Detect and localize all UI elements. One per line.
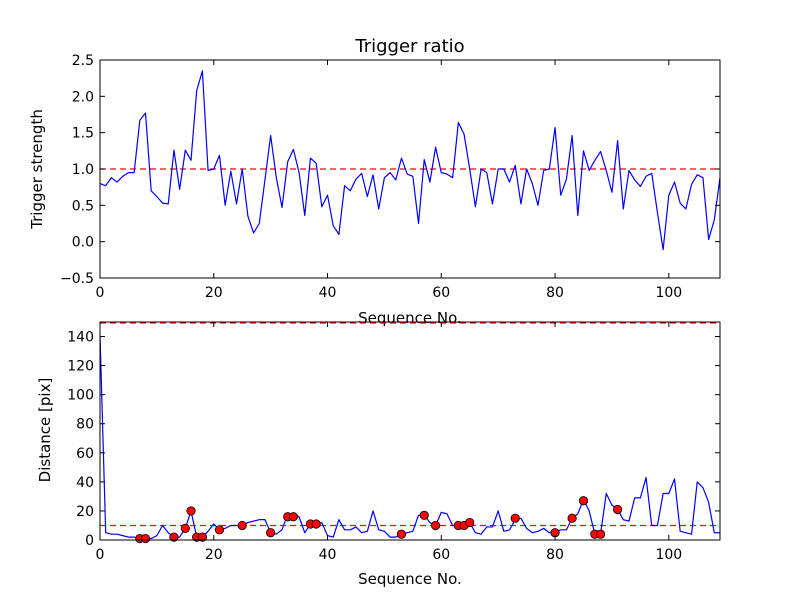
x-tick-label: 60 bbox=[432, 547, 450, 563]
y-tick-label: −0.5 bbox=[60, 271, 94, 287]
y-tick-label: 1.0 bbox=[72, 162, 94, 178]
x-tick-label: 40 bbox=[319, 547, 337, 563]
marker-point bbox=[214, 525, 225, 535]
y-tick-label: 80 bbox=[76, 417, 94, 433]
plot-frame bbox=[99, 321, 721, 541]
x-tick-label: 40 bbox=[319, 285, 337, 301]
y-tick-label: 20 bbox=[76, 504, 94, 520]
marker-point bbox=[567, 513, 577, 523]
y-tick-label: 2.0 bbox=[72, 89, 94, 105]
y-tick-label: 120 bbox=[67, 359, 94, 375]
marker-point bbox=[197, 532, 207, 542]
marker-point bbox=[237, 520, 247, 531]
x-tick-label: 80 bbox=[546, 547, 564, 563]
x-tick-label: 60 bbox=[432, 285, 450, 301]
y-tick-label: 0 bbox=[85, 533, 94, 549]
y-axis-label: Trigger strength bbox=[28, 109, 46, 230]
y-tick-label: 60 bbox=[76, 446, 94, 462]
series-line bbox=[100, 70, 720, 251]
marker-point bbox=[578, 496, 589, 506]
marker-point bbox=[311, 519, 321, 529]
chart-title: Trigger ratio bbox=[354, 36, 464, 57]
x-tick-label: 100 bbox=[655, 285, 682, 301]
marker-point bbox=[180, 523, 190, 533]
y-tick-label: 40 bbox=[76, 475, 94, 491]
y-tick-label: 0.5 bbox=[72, 198, 94, 214]
marker-point bbox=[396, 529, 407, 539]
marker-point bbox=[266, 528, 276, 538]
x-tick-label: 100 bbox=[655, 547, 682, 563]
chart-trigger-ratio: Trigger ratio 0 20 40 60 80 100 −0.5 0.0 0.5 1.0 1… bbox=[28, 36, 721, 327]
marker-point bbox=[595, 529, 606, 539]
y-tick-label: 1.5 bbox=[72, 126, 94, 142]
marker-point bbox=[510, 513, 520, 523]
y-tick-label: 2.5 bbox=[72, 53, 94, 69]
x-tick-label: 20 bbox=[205, 547, 223, 563]
chart-distance: 0 20 40 60 80 100 0 20 40 60 80 100 120 140 Sequence … bbox=[36, 321, 721, 588]
y-tick-label: 100 bbox=[67, 388, 94, 404]
marker-point bbox=[140, 533, 151, 544]
marker-point bbox=[186, 506, 196, 516]
y-axis-label: Distance [pix] bbox=[36, 378, 54, 483]
x-tick-label: 80 bbox=[546, 285, 564, 301]
marker-point bbox=[169, 532, 179, 542]
marker-point bbox=[613, 504, 623, 515]
y-tick-label: 0.0 bbox=[72, 235, 94, 251]
x-axis-label: Sequence No. bbox=[358, 570, 462, 588]
y-tick-label: 140 bbox=[67, 330, 94, 346]
marker-point bbox=[419, 510, 429, 520]
marker-point bbox=[430, 520, 441, 531]
marker-point bbox=[465, 517, 475, 528]
x-tick-label: 20 bbox=[205, 285, 223, 301]
marker-point bbox=[288, 512, 298, 522]
x-axis-label: Sequence No. bbox=[358, 309, 462, 327]
x-tick-label: 0 bbox=[96, 547, 105, 563]
x-tick-label: 0 bbox=[96, 285, 105, 301]
